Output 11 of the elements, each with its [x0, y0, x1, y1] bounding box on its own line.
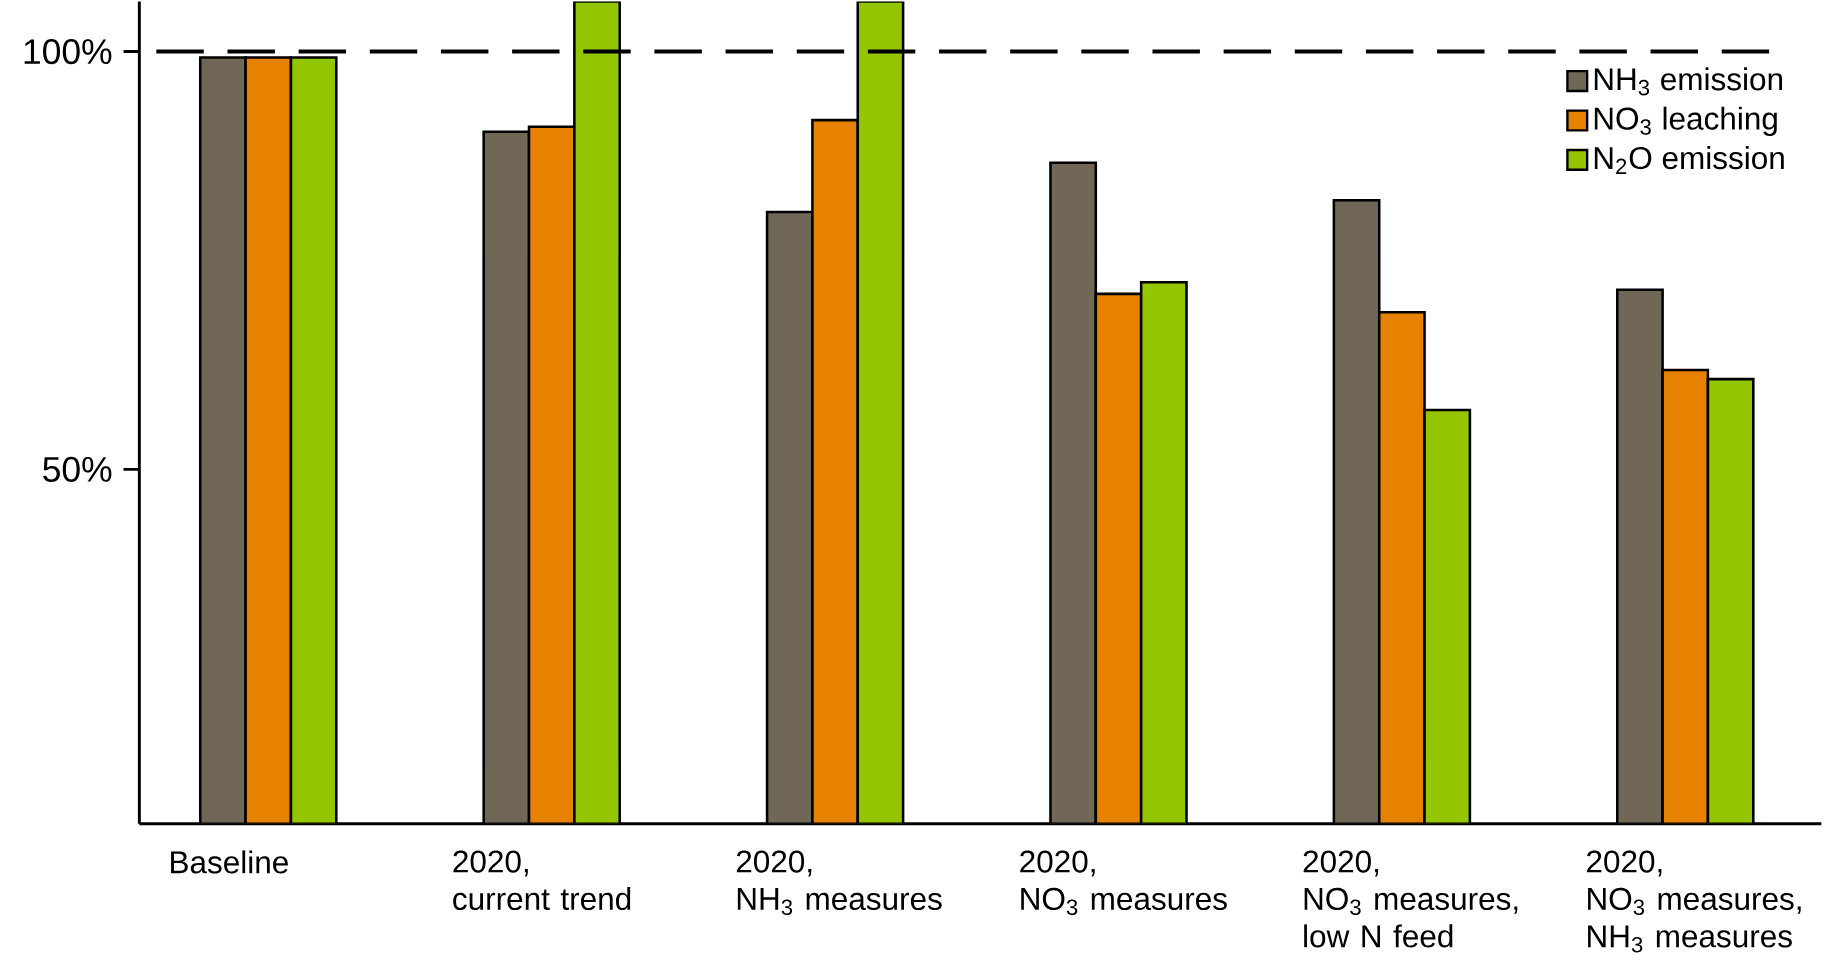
legend-label: NO$_{3}$ leaching: [1594, 106, 1777, 137]
legend-label: N$_{2}$O emission: [1594, 146, 1784, 175]
y-tick-label: 100%: [24, 39, 112, 65]
x-tick-label: 2020, NO$_{3}$ measures, NH$_{3}$ measures: [1587, 850, 1801, 953]
x-tick-label: 2020, NO$_{3}$ measures: [1020, 850, 1227, 916]
x-tick-label: 2020, NH$_{3}$ measures: [736, 850, 942, 916]
x-tick-label: 2020, current trend: [453, 850, 631, 911]
x-tick-label: 2020, NO$_{3}$ measures, low N feed: [1303, 850, 1518, 948]
y-tick-label: 50%: [43, 456, 112, 482]
legend-label: NH$_{3}$ emission: [1594, 67, 1783, 96]
x-tick-label: Baseline: [171, 850, 288, 874]
